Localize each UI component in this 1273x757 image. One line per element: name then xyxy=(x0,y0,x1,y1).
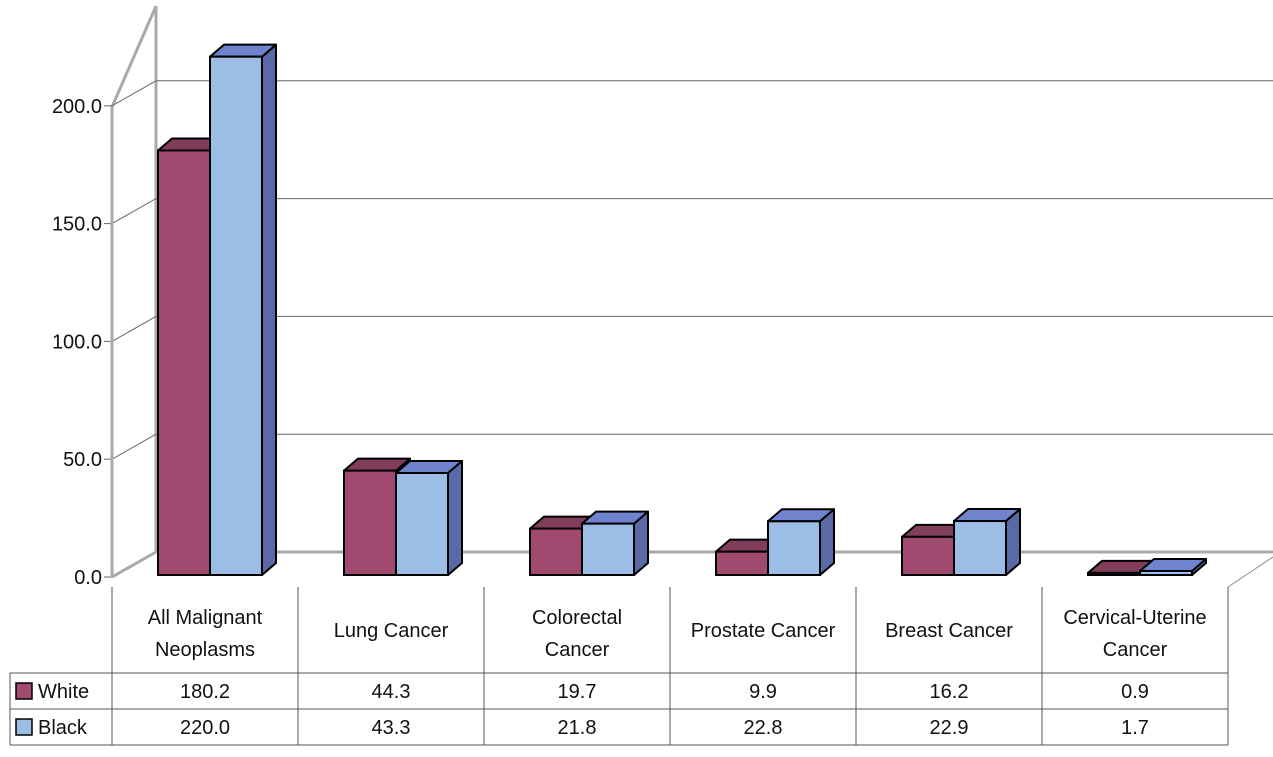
bar-white-2 xyxy=(529,515,597,576)
table-value: 44.3 xyxy=(372,681,411,703)
bar-black-3 xyxy=(767,508,835,577)
category-label: Prostate Cancer xyxy=(691,620,836,642)
table-value: 0.9 xyxy=(1121,681,1149,703)
bar-black-0 xyxy=(209,43,277,577)
legend-label-white: White xyxy=(38,681,89,703)
floor-left-edge xyxy=(111,550,157,579)
gridline-side xyxy=(111,198,157,225)
gridline-side xyxy=(111,80,157,107)
y-tick-label: 200.0 xyxy=(52,96,102,118)
bar-side xyxy=(261,43,277,576)
category-label: Cancer xyxy=(1103,639,1168,661)
table-value: 9.9 xyxy=(749,681,777,703)
bar-front xyxy=(767,520,821,577)
table-value: 1.7 xyxy=(1121,717,1149,739)
category-label: All Malignant xyxy=(148,607,263,629)
bar-front xyxy=(953,520,1007,577)
bar-front xyxy=(715,550,769,576)
bar-front xyxy=(1139,569,1193,577)
bar-front xyxy=(1087,571,1141,576)
bar-black-5 xyxy=(1139,557,1207,577)
category-label: Cancer xyxy=(545,639,610,661)
y-tick-label: 150.0 xyxy=(52,214,102,236)
bar-front xyxy=(395,471,449,576)
bar-front xyxy=(901,535,955,577)
table-value: 16.2 xyxy=(930,681,969,703)
category-label: Breast Cancer xyxy=(885,620,1013,642)
bar-front xyxy=(157,149,211,577)
bar-side xyxy=(447,459,463,576)
category-label: Lung Cancer xyxy=(334,620,449,642)
bar-front xyxy=(343,469,397,577)
table-value: 22.9 xyxy=(930,717,969,739)
left-wall-edge xyxy=(110,5,158,577)
table-value: 22.8 xyxy=(744,717,783,739)
bar-black-2 xyxy=(581,510,649,577)
table-value: 220.0 xyxy=(180,717,230,739)
category-label: Cervical-Uterine xyxy=(1063,607,1206,629)
floor-right-edge xyxy=(1227,556,1273,588)
y-tick-label: 50.0 xyxy=(63,449,102,471)
category-label: Neoplasms xyxy=(155,639,255,661)
legend-key-black xyxy=(15,718,33,736)
bar-black-4 xyxy=(953,508,1021,577)
table-value: 21.8 xyxy=(558,717,597,739)
bar-front xyxy=(209,55,263,577)
bar-front xyxy=(529,527,583,576)
bar-front xyxy=(581,522,635,577)
legend-label-black: Black xyxy=(38,717,88,739)
category-label: Colorectal xyxy=(532,607,622,629)
gridline-side xyxy=(111,315,157,342)
table-value: 19.7 xyxy=(558,681,597,703)
gridline-side xyxy=(111,433,157,460)
bar-black-1 xyxy=(395,459,463,576)
table-value: 43.3 xyxy=(372,717,411,739)
y-tick-label: 0.0 xyxy=(74,567,102,589)
y-tick-label: 100.0 xyxy=(52,331,102,353)
legend-key-white xyxy=(15,682,33,700)
table-value: 180.2 xyxy=(180,681,230,703)
